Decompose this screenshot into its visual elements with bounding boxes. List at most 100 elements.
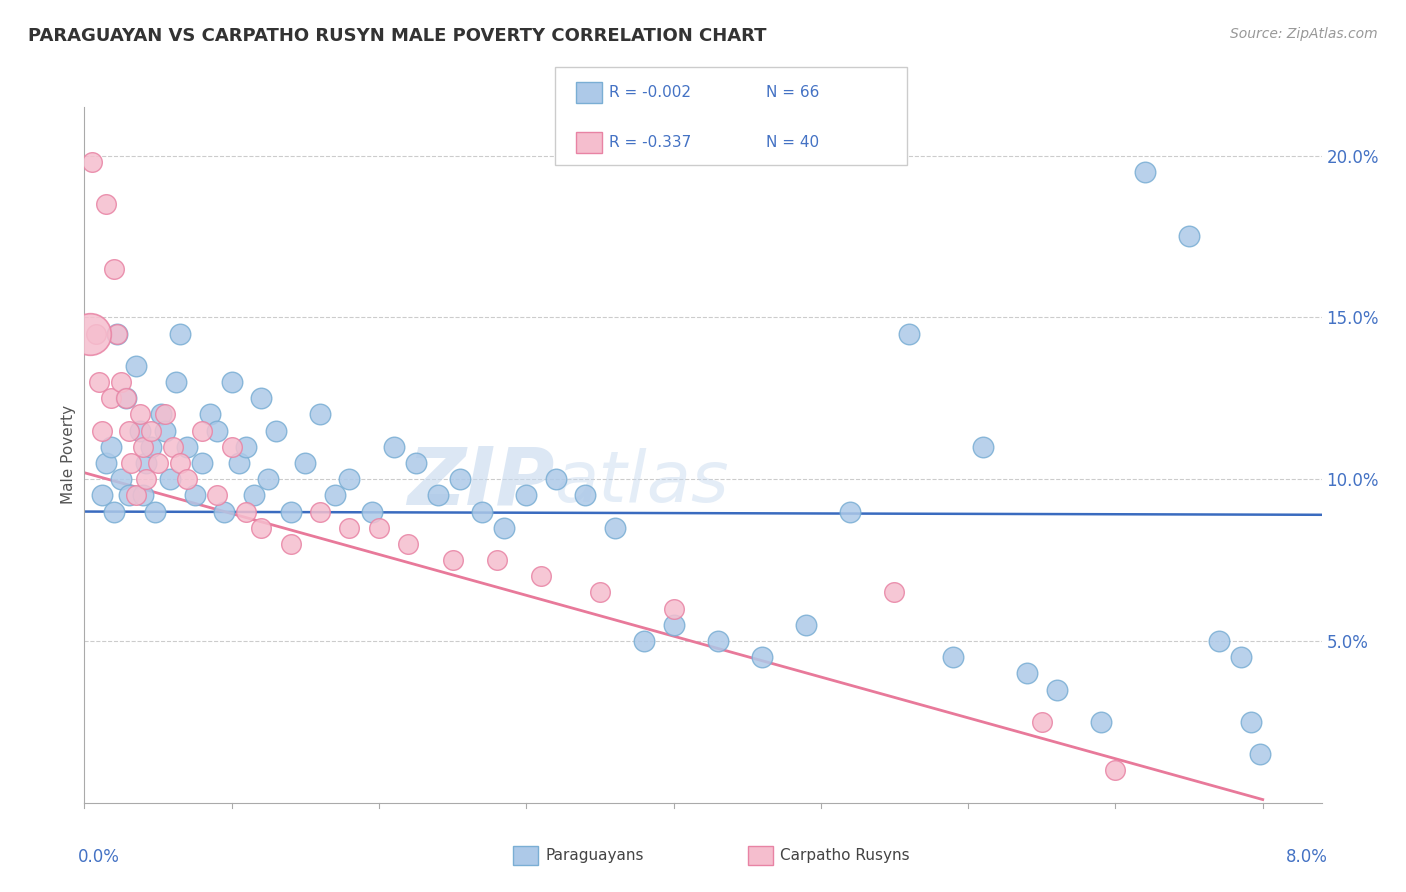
- Point: [205, 488, 228, 502]
- Point: [1133, 165, 1156, 179]
- Point: [100, 440, 122, 454]
- Point: [589, 585, 612, 599]
- Point: [105, 326, 128, 341]
- Point: [1031, 714, 1053, 729]
- Text: 8.0%: 8.0%: [1286, 848, 1327, 866]
- Point: [155, 424, 177, 438]
- Point: [1178, 229, 1201, 244]
- Point: [250, 521, 273, 535]
- Point: [228, 456, 250, 470]
- Text: PARAGUAYAN VS CARPATHO RUSYN MALE POVERTY CORRELATION CHART: PARAGUAYAN VS CARPATHO RUSYN MALE POVERT…: [28, 27, 766, 45]
- Point: [114, 392, 136, 406]
- Point: [176, 440, 198, 454]
- Point: [221, 440, 243, 454]
- Point: [603, 521, 626, 535]
- Point: [1045, 682, 1067, 697]
- Point: [165, 375, 187, 389]
- Text: N = 40: N = 40: [766, 136, 820, 150]
- Point: [139, 424, 162, 438]
- Point: [309, 504, 332, 518]
- Point: [198, 408, 221, 422]
- Point: [139, 440, 162, 454]
- Point: [221, 375, 243, 389]
- Point: [530, 569, 553, 583]
- Point: [129, 408, 152, 422]
- Point: [79, 326, 101, 341]
- Point: [121, 456, 143, 470]
- Point: [84, 326, 107, 341]
- Point: [135, 472, 157, 486]
- Point: [176, 472, 198, 486]
- Point: [135, 456, 157, 470]
- Text: ZIP: ZIP: [408, 443, 554, 522]
- Point: [449, 472, 471, 486]
- Point: [574, 488, 596, 502]
- Point: [242, 488, 264, 502]
- Point: [125, 488, 148, 502]
- Point: [169, 326, 191, 341]
- Point: [339, 472, 361, 486]
- Point: [96, 197, 118, 211]
- Point: [441, 553, 464, 567]
- Text: N = 66: N = 66: [766, 86, 820, 100]
- Point: [169, 456, 191, 470]
- Point: [544, 472, 567, 486]
- Point: [898, 326, 921, 341]
- Point: [883, 585, 905, 599]
- Point: [280, 504, 302, 518]
- Point: [1090, 714, 1112, 729]
- Point: [426, 488, 449, 502]
- Text: Source: ZipAtlas.com: Source: ZipAtlas.com: [1230, 27, 1378, 41]
- Point: [155, 408, 177, 422]
- Point: [159, 472, 181, 486]
- Point: [103, 504, 125, 518]
- Point: [205, 424, 228, 438]
- Point: [1229, 650, 1251, 665]
- Point: [485, 553, 508, 567]
- Point: [751, 650, 773, 665]
- Text: Paraguayans: Paraguayans: [546, 848, 644, 863]
- Point: [110, 375, 132, 389]
- Point: [633, 634, 655, 648]
- Point: [117, 488, 139, 502]
- Point: [382, 440, 405, 454]
- Text: R = -0.337: R = -0.337: [609, 136, 690, 150]
- Point: [280, 537, 302, 551]
- Point: [368, 521, 391, 535]
- Point: [323, 488, 346, 502]
- Point: [1249, 747, 1271, 762]
- Point: [396, 537, 419, 551]
- Point: [146, 456, 169, 470]
- Point: [125, 359, 148, 373]
- Point: [706, 634, 728, 648]
- Point: [132, 440, 155, 454]
- Point: [662, 617, 685, 632]
- Point: [839, 504, 862, 518]
- Point: [1104, 764, 1126, 778]
- Point: [129, 424, 152, 438]
- Point: [662, 601, 685, 615]
- Point: [1240, 714, 1263, 729]
- Point: [110, 472, 132, 486]
- Point: [972, 440, 994, 454]
- Point: [132, 488, 155, 502]
- Point: [494, 521, 516, 535]
- Point: [250, 392, 273, 406]
- Point: [794, 617, 817, 632]
- Point: [309, 408, 332, 422]
- Point: [214, 504, 236, 518]
- Point: [360, 504, 382, 518]
- Point: [96, 456, 118, 470]
- Point: [80, 155, 103, 169]
- Point: [114, 392, 136, 406]
- Point: [942, 650, 965, 665]
- Point: [191, 456, 214, 470]
- Point: [100, 392, 122, 406]
- Point: [235, 504, 257, 518]
- Point: [339, 521, 361, 535]
- Point: [91, 488, 114, 502]
- Text: R = -0.002: R = -0.002: [609, 86, 690, 100]
- Point: [235, 440, 257, 454]
- Point: [1015, 666, 1038, 681]
- Point: [264, 424, 287, 438]
